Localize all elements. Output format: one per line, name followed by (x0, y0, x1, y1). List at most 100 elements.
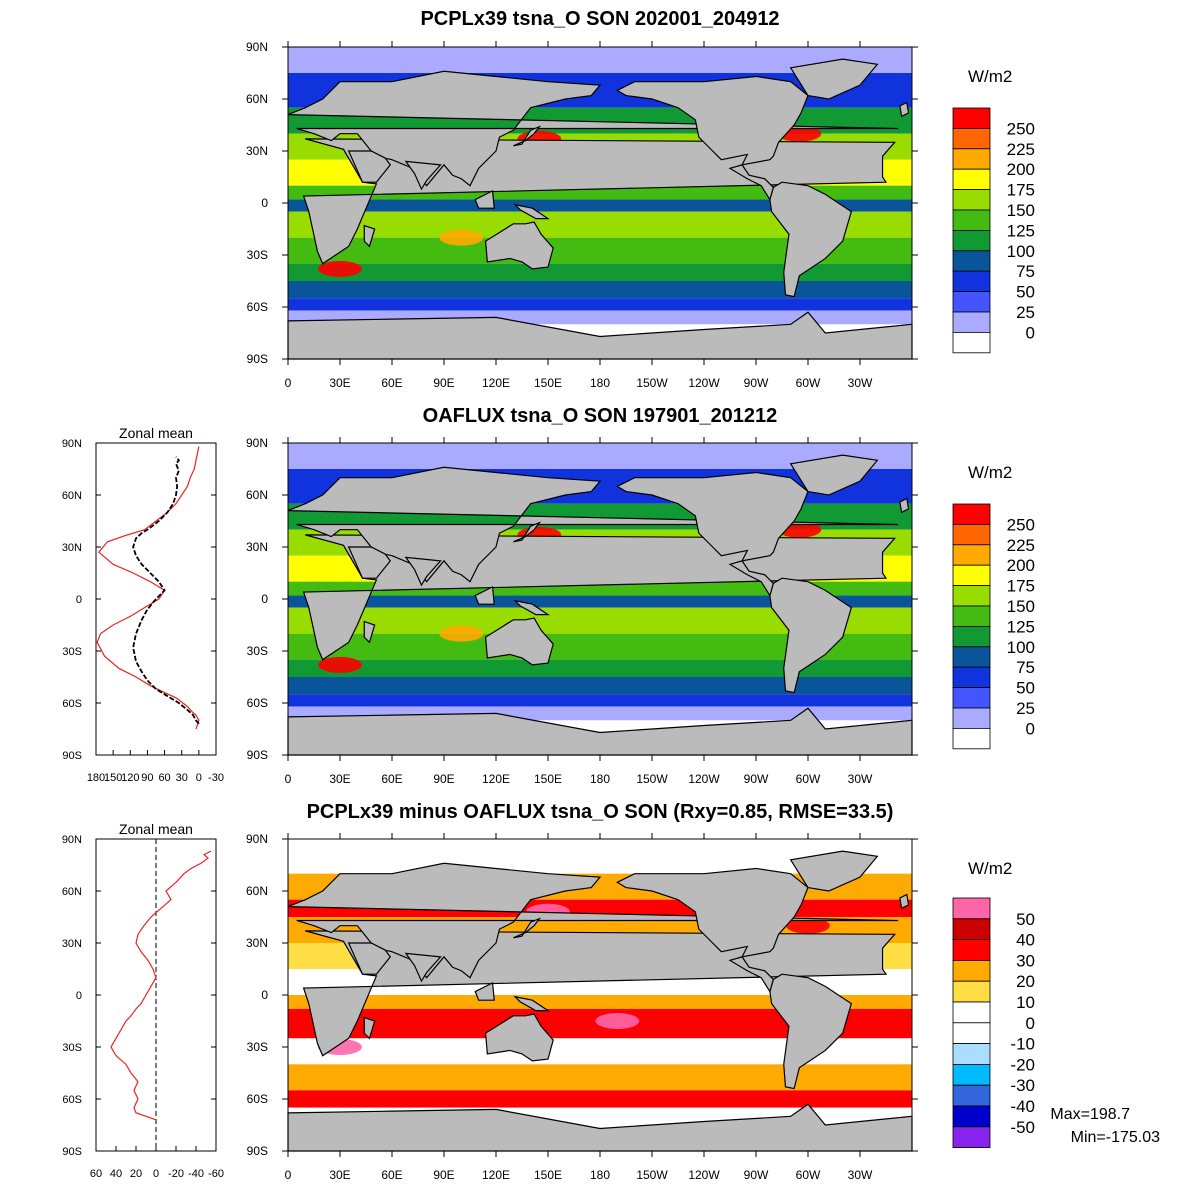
colorbar-label: 40 (1016, 931, 1035, 950)
panel2-title: OAFLUX tsna_O SON 197901_201212 (422, 405, 778, 427)
field-band (288, 659, 912, 677)
lon-tick-label: 90E (433, 1168, 454, 1182)
lat-tick-label: 90S (247, 748, 268, 762)
map-field-3 (287, 839, 913, 1152)
colorbar-box (952, 728, 991, 750)
colorbar-label: 0 (1026, 1014, 1035, 1033)
lon-tick-label: 150W (636, 376, 668, 390)
lon-tick-label: 0 (285, 772, 292, 786)
field-spot (439, 625, 484, 642)
land-mass (287, 862, 899, 979)
lon-tick-label: 60W (796, 772, 821, 786)
lat-tick-label: 90N (246, 40, 268, 54)
land-mass (287, 466, 899, 583)
lat-tick-label: 60S (247, 1092, 268, 1106)
lon-tick-label: 90W (744, 376, 769, 390)
land-mass (484, 1013, 554, 1062)
lon-tick-label: 150E (534, 376, 562, 390)
lon-tick-label: 30W (848, 376, 873, 390)
zonal-title: Zonal mean (119, 821, 193, 837)
lon-tick-label: 120W (688, 376, 720, 390)
colorbar-label: -40 (1010, 1097, 1035, 1116)
colorbar-box (952, 189, 991, 211)
colorbar-box (952, 646, 991, 668)
land-mass (474, 585, 495, 605)
zonal-x-label: 120 (121, 772, 139, 784)
colorbar-box (952, 524, 991, 546)
zonal-lat-label: 30S (62, 646, 82, 658)
field-band (288, 595, 912, 608)
zonal-lat-label: 60S (62, 698, 82, 710)
land-mass (347, 546, 392, 579)
land-mass (616, 75, 809, 166)
max-label: Max=198.7 (1050, 1106, 1130, 1123)
lon-tick-label: 60E (381, 376, 402, 390)
lon-tick-label: 150W (636, 772, 668, 786)
colorbar-box (952, 939, 991, 961)
colorbar-box (952, 1043, 991, 1065)
field-spot (439, 229, 484, 246)
colorbar-box (952, 250, 991, 272)
land-mass (789, 454, 879, 496)
zonal-x-label: 20 (130, 1168, 142, 1180)
lon-tick-label: 30E (329, 376, 350, 390)
colorbar-box (952, 209, 991, 231)
land-mass (616, 471, 809, 562)
colorbar-box (952, 311, 991, 333)
lon-tick-label: 180 (590, 772, 610, 786)
colorbar-label: 225 (1007, 140, 1035, 159)
land-mass (287, 70, 899, 187)
lon-tick-label: 90W (744, 1168, 769, 1182)
zonal-x-label: -20 (168, 1168, 184, 1180)
colorbar-label: 250 (1007, 515, 1035, 534)
colorbar-box (952, 564, 991, 587)
land-mass (484, 617, 554, 666)
colorbar-box (952, 291, 991, 313)
land-mass (899, 497, 910, 514)
lon-tick-label: 90W (744, 772, 769, 786)
colorbar-box (952, 897, 991, 920)
colorbar-label: 225 (1007, 536, 1035, 555)
land-mass (728, 560, 775, 597)
colorbar-label: 75 (1016, 658, 1035, 677)
colorbar-label: 50 (1016, 283, 1035, 302)
lon-tick-label: 30W (848, 772, 873, 786)
lat-tick-label: 90N (246, 832, 268, 846)
field-band (288, 281, 912, 299)
lon-tick-label: 0 (285, 376, 292, 390)
field-spot (318, 656, 362, 673)
land-mass (513, 599, 550, 616)
colorbar-box (952, 229, 991, 252)
zonal-lat-label: 30N (62, 542, 82, 554)
zonal-series-line (110, 850, 212, 1121)
land-mass (347, 942, 392, 975)
colorbar-box (952, 687, 991, 709)
colorbar-label: 25 (1016, 699, 1035, 718)
land-mass (899, 101, 910, 118)
zonal-lat-label: 90N (62, 438, 82, 450)
colorbar-label: 200 (1007, 160, 1035, 179)
zonal-lat-label: 30N (62, 938, 82, 950)
land-mass (728, 956, 775, 993)
land-mass (899, 893, 910, 910)
colorbar-label: 175 (1007, 577, 1035, 596)
lat-tick-label: 90N (246, 436, 268, 450)
colorbar-box (952, 1126, 991, 1149)
land-mass (513, 521, 542, 543)
zonal-x-label: 90 (141, 772, 153, 784)
lon-tick-label: 180 (590, 1168, 610, 1182)
zonal-series-line (132, 456, 200, 725)
zonal-x-label: 60 (90, 1168, 102, 1180)
colorbar-label: -10 (1010, 1035, 1035, 1054)
colorbar-box (952, 1022, 991, 1044)
zonal-frame (95, 442, 217, 756)
land-mass (513, 995, 550, 1012)
land-mass (789, 58, 879, 100)
map-axes-2: 90N 60N 30N 0 30S 60S 90S 0 30E 60E 90E 120E 150E 180… (246, 436, 918, 786)
lat-tick-label: 90S (247, 1144, 268, 1158)
lon-tick-label: 120E (482, 1168, 510, 1182)
colorbar-box (952, 1064, 991, 1086)
field-band (288, 995, 912, 1009)
zonal-x-label: 150 (104, 772, 122, 784)
zonal-x-label: 40 (110, 1168, 122, 1180)
